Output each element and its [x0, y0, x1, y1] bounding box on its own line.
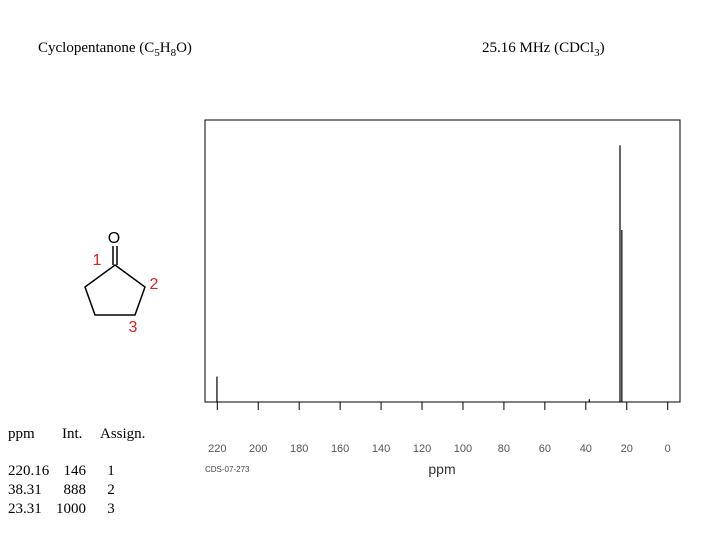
- table-cell: 38.31: [8, 482, 42, 498]
- table-cell: 888: [64, 482, 87, 498]
- atom-label: O: [108, 230, 120, 247]
- compound-title: Cyclopentanone (C5H8O): [38, 40, 192, 59]
- x-tick-label: 20: [621, 443, 633, 455]
- table-header: ppm: [8, 426, 35, 442]
- table-cell: 3: [107, 501, 115, 517]
- table-cell: 2: [107, 482, 115, 498]
- x-tick-label: 140: [372, 443, 390, 455]
- plot-frame: [204, 119, 681, 403]
- table-cell: 1000: [56, 501, 86, 517]
- x-tick-label: 80: [498, 443, 510, 455]
- x-tick-label: 160: [331, 443, 349, 455]
- title-sub: 5: [154, 47, 160, 59]
- title-part: O): [176, 40, 192, 56]
- x-tick-label: 180: [290, 443, 308, 455]
- x-tick-label: 220: [208, 443, 226, 455]
- ring: [84, 264, 146, 316]
- x-tick-label: 120: [413, 443, 431, 455]
- position-label: 2: [150, 276, 159, 293]
- title-sub: 8: [171, 47, 177, 59]
- molecule: [84, 246, 146, 316]
- x-tick-label: 60: [539, 443, 551, 455]
- x-tick-label: 200: [249, 443, 267, 455]
- x-tick-label: 40: [580, 443, 592, 455]
- title-part: 25.16 MHz (CDCl: [482, 40, 594, 56]
- frequency-title: 25.16 MHz (CDCl3): [482, 40, 605, 59]
- x-tick-label: 100: [454, 443, 472, 455]
- peak-table: ppm Int. Assign. 220.16 146 1 38.31 888 …: [8, 426, 145, 517]
- x-tick-label: 0: [665, 443, 671, 455]
- position-label: 3: [129, 319, 138, 336]
- title-part: H: [160, 40, 171, 56]
- table-header: Int.: [62, 426, 82, 442]
- title-part: Cyclopentanone (C: [38, 40, 154, 56]
- table-cell: 146: [64, 463, 87, 479]
- position-label: 1: [93, 252, 102, 269]
- title-part: ): [600, 40, 605, 56]
- table-header: Assign.: [100, 426, 145, 442]
- spectrum-code: CDS-07-273: [205, 465, 250, 474]
- table-cell: 220.16: [8, 463, 50, 479]
- table-cell: 23.31: [8, 501, 42, 517]
- table-cell: 1: [107, 463, 115, 479]
- x-axis-label: ppm: [428, 461, 455, 477]
- title-sub: 3: [594, 47, 600, 59]
